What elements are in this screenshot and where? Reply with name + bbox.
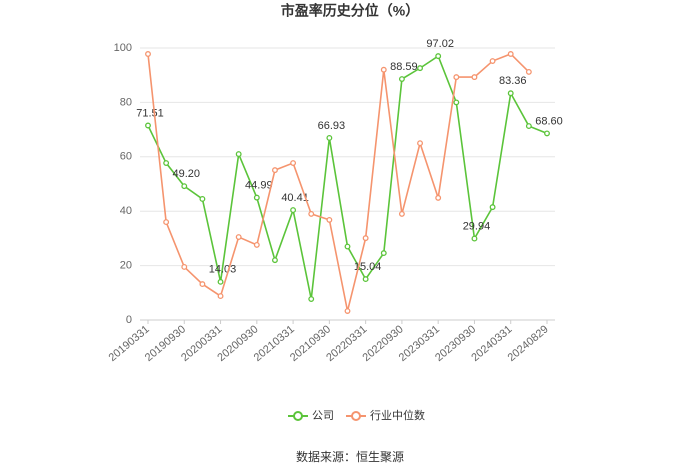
point	[217, 278, 224, 285]
point	[163, 219, 170, 226]
data-label: 15.04	[354, 261, 382, 273]
point	[507, 51, 514, 57]
point	[380, 250, 387, 257]
point	[525, 123, 532, 130]
point	[435, 194, 442, 201]
point	[489, 58, 496, 65]
point	[217, 293, 224, 300]
data-label: 40.41	[281, 192, 309, 204]
data-label: 49.20	[173, 168, 201, 180]
data-label: 29.94	[463, 220, 491, 232]
point	[344, 243, 351, 250]
chart-title: 市盈率历史分位（%）	[281, 3, 419, 19]
point	[290, 207, 297, 214]
legend-label: 公司	[312, 410, 334, 422]
y-tick-label: 0	[126, 314, 132, 326]
data-label: 83.36	[499, 75, 527, 87]
point	[308, 210, 315, 217]
point	[525, 68, 532, 75]
source: 数据来源：恒生聚源	[296, 449, 404, 464]
y-tick-label: 100	[114, 42, 132, 54]
legend-marker	[351, 411, 361, 421]
point	[344, 308, 351, 314]
data-label: 88.59	[390, 61, 418, 73]
legend-label: 行业中位数	[370, 408, 425, 422]
point	[417, 140, 423, 147]
point	[362, 235, 369, 242]
point	[435, 53, 442, 60]
point	[235, 151, 242, 158]
data-label: 71.51	[136, 107, 164, 119]
point	[253, 194, 260, 201]
point	[544, 130, 550, 137]
point	[362, 276, 369, 283]
point	[398, 76, 405, 82]
series-line	[147, 54, 548, 300]
data-label: 44.99	[245, 180, 273, 192]
point	[489, 204, 496, 211]
y-tick-label: 60	[120, 151, 132, 163]
x-tick-label: 20240829	[506, 323, 551, 364]
point	[326, 135, 333, 141]
y-tick-label: 40	[120, 205, 132, 217]
point	[453, 74, 460, 81]
point	[380, 66, 387, 73]
point	[326, 216, 333, 223]
y-tick-label: 80	[120, 96, 132, 108]
point	[308, 296, 315, 303]
point	[471, 235, 478, 242]
point	[145, 122, 151, 129]
point	[290, 160, 297, 167]
series-line	[147, 53, 530, 312]
y-tick-label: 20	[120, 260, 132, 272]
point	[181, 183, 188, 190]
data-label: 68.60	[535, 115, 563, 127]
point	[199, 196, 206, 202]
point	[398, 210, 405, 217]
legend-marker	[293, 411, 303, 421]
point	[145, 51, 151, 57]
data-label: 66.93	[318, 120, 346, 132]
point	[507, 90, 514, 97]
point	[253, 241, 260, 248]
point	[417, 65, 423, 72]
point	[453, 99, 460, 106]
point	[163, 160, 170, 167]
point	[181, 264, 188, 270]
point	[272, 257, 278, 264]
point	[199, 281, 206, 288]
point	[235, 234, 242, 240]
data-label: 14.03	[209, 264, 237, 276]
point	[471, 74, 478, 81]
point	[272, 167, 278, 174]
data-label: 97.02	[426, 38, 454, 50]
